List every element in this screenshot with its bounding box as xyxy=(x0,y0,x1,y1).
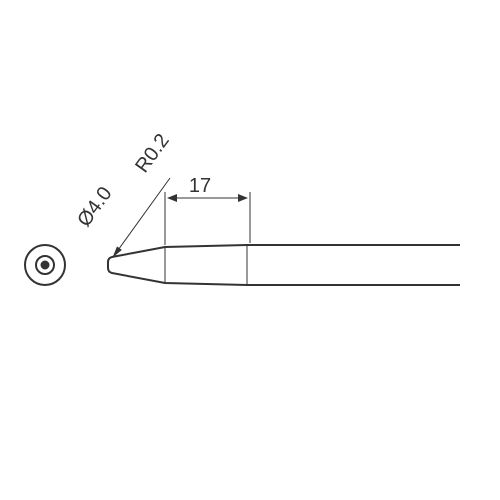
end-view-icon xyxy=(25,245,65,285)
dimension-length: 17 xyxy=(165,175,250,245)
dimension-diameter-value: Ø4.0 xyxy=(73,183,116,231)
tip-profile xyxy=(108,245,460,285)
dimension-radius-value: R0.2 xyxy=(131,130,174,177)
technical-drawing: 17 R0.2 Ø4.0 xyxy=(0,0,500,500)
dimension-diameter: Ø4.0 xyxy=(73,183,116,231)
dimension-length-value: 17 xyxy=(189,175,211,197)
